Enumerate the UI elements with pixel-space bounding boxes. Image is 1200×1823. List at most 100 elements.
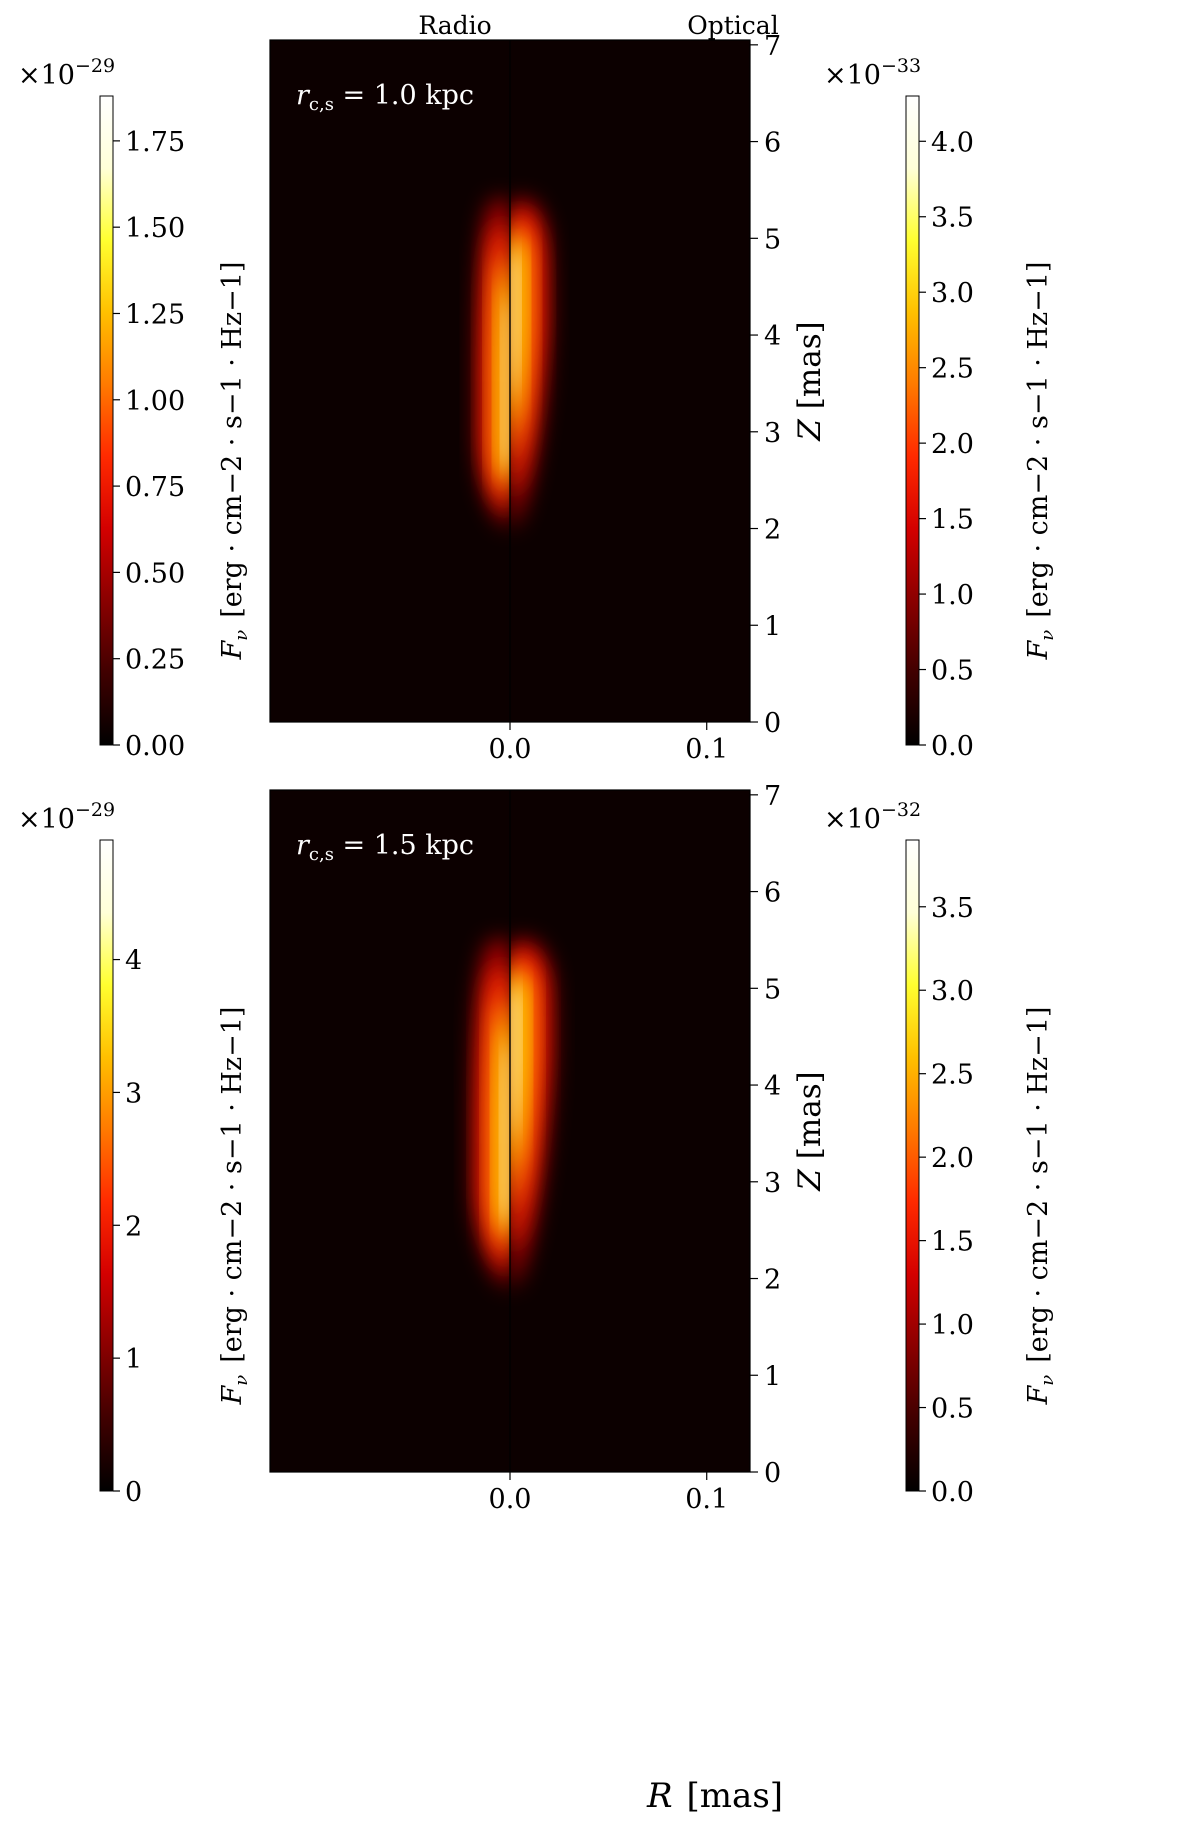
y-axis-label-symbol: Z: [792, 419, 828, 442]
x-tick-label: 0.1: [685, 734, 728, 765]
colorbar-multiplier-base: ×10: [18, 804, 75, 835]
colorbar-tick-label: 1.75: [125, 127, 185, 158]
y-tick-label: 4: [764, 321, 781, 352]
colorbar-tick-label: 0.50: [125, 558, 185, 589]
y-tick-label: 2: [764, 1265, 781, 1296]
y-tick-label: 4: [764, 1071, 781, 1102]
colorbar-tick-label: 1.00: [125, 386, 185, 417]
colorbar-tick-label: 2.5: [931, 354, 974, 385]
colorbar-gradient-bar: [99, 839, 114, 1492]
colorbar-tick-label: 1.0: [931, 1310, 974, 1341]
colorbar-tick-label: 2: [125, 1211, 142, 1242]
y-tick-label: 5: [764, 224, 781, 255]
x-axis-label-unit: [mas]: [687, 1776, 784, 1816]
colorbar-multiplier-base: ×10: [824, 804, 881, 835]
y-axis-label-symbol: Z: [792, 1169, 828, 1192]
colorbar-tick-label: 1.5: [931, 1227, 974, 1258]
colorbar-gradient-bar: [905, 95, 920, 746]
y-tick-label: 2: [764, 515, 781, 546]
colorbar-tick-label: 2.0: [931, 429, 974, 460]
y-tick-label: 7: [764, 781, 781, 812]
colorbar-tick-label: 0.75: [125, 472, 185, 503]
colorbar-label-subscript: ν: [1037, 630, 1058, 641]
colorbar-tick-label: 1: [125, 1344, 142, 1375]
radio-emission: [472, 939, 510, 1289]
colorbar-multiplier: ×10−29: [18, 55, 115, 91]
y-tick-label: 1: [764, 611, 781, 642]
x-tick-label: 0.1: [685, 1484, 728, 1515]
colorbar-tick-label: 1.25: [125, 299, 185, 330]
colorbar-label-units: [erg · cm−2 · s−1 · Hz−1]: [1023, 1007, 1054, 1363]
optical-emission: [510, 939, 554, 1289]
colorbar-tick-label: 0.0: [931, 731, 974, 762]
column-label-radio: Radio: [418, 11, 491, 40]
colorbar-label-units: [erg · cm−2 · s−1 · Hz−1]: [217, 262, 248, 618]
y-axis-label-unit: [mas]: [792, 1071, 828, 1159]
colorbar-left: 0 1 2 3 4 ×10−29 Fν [erg · cm−2 · s−1 · Hz−1]: [18, 799, 252, 1508]
colorbar-left: 0.00 0.25 0.50 0.75 1.00 1.25 1.50 1.75 ×10−29 Fν…: [18, 55, 252, 762]
annotation-subscript: c,s: [309, 94, 334, 115]
colorbar-tick-label: 4.0: [931, 127, 974, 158]
y-tick-label: 6: [764, 128, 781, 159]
colorbar-multiplier: ×10−32: [824, 799, 921, 835]
colorbar-multiplier: ×10−29: [18, 799, 115, 835]
y-tick-label: 5: [764, 974, 781, 1005]
y-tick-label: 1: [764, 1361, 781, 1392]
annotation-subscript: c,s: [309, 844, 334, 865]
colorbar-gradient-bar: [905, 839, 920, 1492]
colorbar-right: 0.0 0.5 1.0 1.5 2.0 2.5 3.0 3.5 ×10−32 Fν [erg · c…: [824, 799, 1058, 1508]
y-axis-label: Z [mas]: [792, 321, 828, 442]
colorbar-multiplier-exponent: −29: [75, 55, 115, 77]
colorbar-tick-label: 2.0: [931, 1143, 974, 1174]
colorbar-tick-label: 3.5: [931, 893, 974, 924]
colorbar-label: Fν [erg · cm−2 · s−1 · Hz−1]: [1023, 262, 1058, 661]
colorbar-tick-label: 0.0: [931, 1477, 974, 1508]
x-axis-label: R [mas]: [646, 1776, 783, 1816]
colorbar-tick-label: 4: [125, 946, 142, 977]
colorbar-label-symbol: F: [217, 639, 248, 660]
colorbar-gradient-bar: [99, 95, 114, 746]
colorbar-label: Fν [erg · cm−2 · s−1 · Hz−1]: [1023, 1007, 1058, 1406]
annotation-symbol: r: [296, 80, 311, 111]
x-tick-label: 0.0: [489, 1484, 532, 1515]
colorbar-tick-label: 0.00: [125, 731, 185, 762]
y-axis-label: Z [mas]: [792, 1071, 828, 1192]
radio-emission: [476, 199, 510, 529]
optical-plume-layer-4: [510, 250, 518, 401]
x-tick-label: 0.0: [489, 734, 532, 765]
colorbar-multiplier-exponent: −29: [75, 799, 115, 821]
colorbar-tick-label: 0.5: [931, 656, 974, 687]
y-tick-label: 0: [764, 708, 781, 739]
colorbar-multiplier-base: ×10: [18, 60, 75, 91]
y-tick-label: 7: [764, 31, 781, 62]
colorbar-label-symbol: F: [1023, 1384, 1054, 1405]
colorbar-multiplier-exponent: −32: [881, 799, 921, 821]
annotation-value: = 1.5 kpc: [334, 830, 474, 861]
colorbar-label: Fν [erg · cm−2 · s−1 · Hz−1]: [217, 262, 252, 661]
annotation-symbol: r: [296, 830, 311, 861]
radio-plume-layer-4: [503, 301, 510, 471]
colorbar-label-symbol: F: [1023, 639, 1054, 660]
colorbar-tick-label: 3: [125, 1078, 142, 1109]
colorbar-tick-label: 3.0: [931, 976, 974, 1007]
colorbar-label: Fν [erg · cm−2 · s−1 · Hz−1]: [217, 1007, 252, 1406]
y-tick-label: 0: [764, 1458, 781, 1489]
colorbar-tick-label: 0: [125, 1477, 142, 1508]
colorbar-label-symbol: F: [217, 1384, 248, 1405]
colorbar-right: 0.0 0.5 1.0 1.5 2.0 2.5 3.0 3.5 4.0 ×10−33 Fν [erg …: [824, 55, 1058, 762]
colorbar-multiplier-exponent: −33: [881, 55, 921, 77]
colorbar-tick-label: 1.50: [125, 213, 185, 244]
column-label-optical: Optical: [687, 11, 778, 40]
colorbar-label-units: [erg · cm−2 · s−1 · Hz−1]: [217, 1007, 248, 1363]
panel-bottom: rc,s = 1.5 kpc 0.0 0.1 0 1 2 3 4 5 6 7 Z [mas] 0 1 2 3 4 ×…: [18, 781, 1058, 1515]
colorbar-multiplier-base: ×10: [824, 60, 881, 91]
colorbar-tick-label: 3.5: [931, 203, 974, 234]
colorbar-tick-label: 0.5: [931, 1394, 974, 1425]
colorbar-label-subscript: ν: [231, 630, 252, 641]
colorbar-tick-label: 3.0: [931, 278, 974, 309]
x-axis-label-symbol: R: [646, 1776, 673, 1816]
y-tick-label: 6: [764, 878, 781, 909]
colorbar-label-subscript: ν: [1037, 1375, 1058, 1386]
